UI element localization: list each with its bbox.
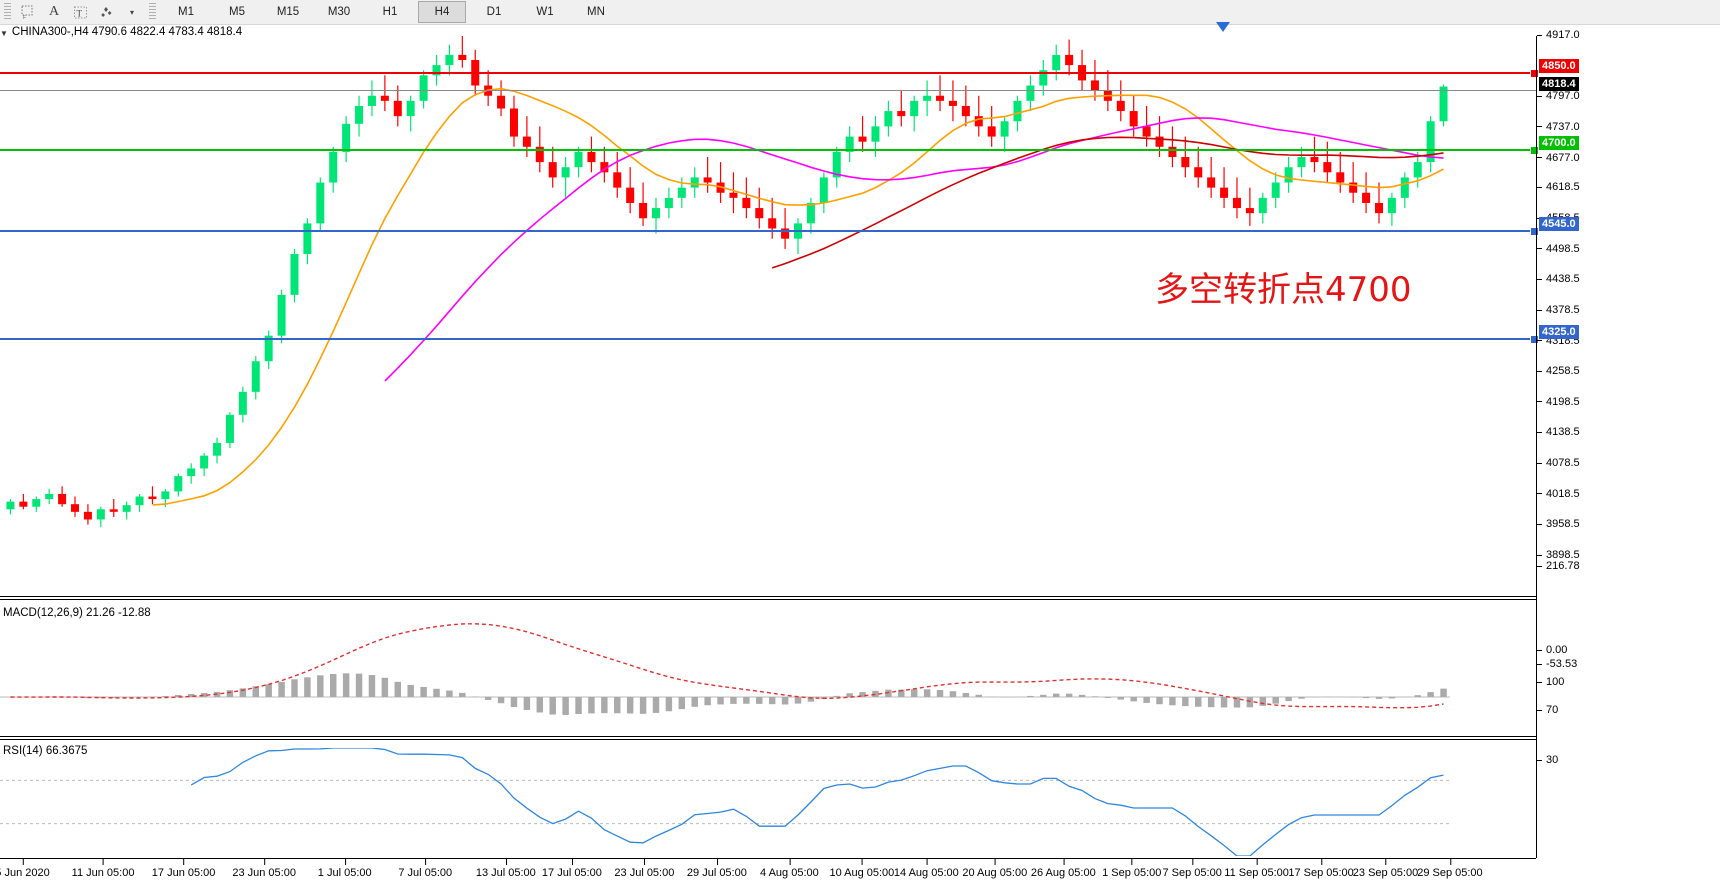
price-svg	[6, 36, 1448, 528]
rsi-tick-30: 30	[1537, 754, 1558, 766]
macd-tick-min: -53.53	[1537, 658, 1577, 670]
macd-tick-max: 216.78	[1537, 560, 1580, 572]
price-tick-4438-5: 4438.5	[1537, 273, 1580, 285]
collapse-triangle-icon[interactable]: ▼	[0, 28, 8, 38]
main-toolbar: F A T ▾ M1 M5 M15 M30 H1 H4 D1 W1 MN	[0, 0, 1720, 25]
price-tick-3958-5: 3958.5	[1537, 518, 1580, 530]
price-tick-4797-0: 4797.0	[1537, 90, 1580, 102]
timeframe-m30[interactable]: M30	[327, 6, 351, 18]
time-tick-20: 29 Sep 05:00	[1417, 858, 1483, 879]
level-line-current-4818	[0, 90, 1536, 91]
objects-icon[interactable]	[93, 1, 119, 23]
time-axis[interactable]: 5 Jun 2020 11 Jun 05:00 17 Jun 05:00 23 Jun…	[0, 858, 1536, 893]
macd-separator-top2	[0, 599, 1536, 600]
time-tick-12: 14 Aug 05:00	[894, 858, 959, 879]
time-tick-8: 23 Jul 05:00	[614, 858, 674, 879]
timeframe-m1[interactable]: M1	[178, 6, 194, 18]
time-tick-15: 1 Sep 05:00	[1102, 858, 1161, 879]
chart-annotation-text: 多空转折点4700	[1155, 270, 1412, 310]
symbol-info-bar: ▼ CHINA300-,H4 4790.6 4822.4 4783.4 4818…	[0, 26, 242, 38]
price-tick-4677-0: 4677.0	[1537, 152, 1580, 164]
time-tick-16: 7 Sep 05:00	[1162, 858, 1222, 879]
timeframe-mn[interactable]: MN	[587, 6, 605, 18]
rsi-tick-100: 100	[1537, 676, 1564, 688]
price-tick-4618-5: 4618.5	[1537, 181, 1580, 193]
time-tick-11: 10 Aug 05:00	[829, 858, 894, 879]
rsi-tick-70: 70	[1537, 704, 1558, 716]
time-tick-6: 13 Jul 05:00	[476, 858, 536, 879]
timeframe-bar: M1 M5 M15 M30 H1 H4 D1 W1 MN	[163, 1, 619, 23]
rsi-indicator-label: RSI(14) 66.3675	[3, 745, 88, 757]
time-tick-10: 4 Aug 05:00	[760, 858, 819, 879]
timeframe-grip[interactable]	[149, 3, 156, 21]
price-tick-4378-5: 4378.5	[1537, 304, 1580, 316]
crosshair-icon[interactable]: F	[15, 1, 41, 23]
timeframe-d1[interactable]: D1	[486, 6, 502, 18]
price-tick-4498-5: 4498.5	[1537, 243, 1580, 255]
time-tick-5: 7 Jul 05:00	[398, 858, 452, 879]
price-level-badge-4850[interactable]: 4850.0	[1539, 59, 1579, 73]
level-line-4545[interactable]	[0, 230, 1536, 232]
current-price-badge[interactable]: 4818.4	[1539, 77, 1579, 91]
timeframe-h4[interactable]: H4	[418, 1, 466, 23]
macd-separator-top	[0, 596, 1536, 597]
rsi-separator-top2	[0, 739, 1536, 740]
rsi-panel[interactable]	[0, 748, 1536, 856]
price-level-badge-4545[interactable]: 4545.0	[1539, 217, 1579, 231]
svg-text:F: F	[23, 15, 26, 20]
price-tick-3898-5: 3898.5	[1537, 549, 1580, 561]
toolbar-grip[interactable]	[4, 3, 11, 21]
price-tick-4258-5: 4258.5	[1537, 365, 1580, 377]
price-tick-4018-5: 4018.5	[1537, 488, 1580, 500]
timeframe-m5[interactable]: M5	[229, 6, 245, 18]
macd-panel[interactable]	[0, 612, 1536, 718]
time-tick-9: 29 Jul 05:00	[687, 858, 747, 879]
time-tick-7: 17 Jul 05:00	[542, 858, 602, 879]
symbol-ohlc-text: CHINA300-,H4 4790.6 4822.4 4783.4 4818.4	[11, 26, 243, 38]
price-tick-4917-0: 4917.0	[1537, 29, 1580, 41]
chart-position-marker-icon	[1216, 22, 1230, 32]
macd-tick-zero: 0.00	[1537, 644, 1567, 656]
text-label-icon[interactable]: A	[48, 4, 60, 19]
time-tick-13: 20 Aug 05:00	[962, 858, 1027, 879]
rsi-svg	[0, 748, 1450, 856]
timeframe-m15[interactable]: M15	[276, 6, 300, 18]
time-tick-0: 5 Jun 2020	[0, 858, 50, 879]
time-tick-1: 11 Jun 05:00	[72, 858, 134, 879]
timeframe-h1[interactable]: H1	[382, 6, 398, 18]
level-handle-4700[interactable]	[1530, 146, 1539, 155]
time-tick-17: 11 Sep 05:00	[1224, 858, 1289, 879]
macd-svg	[0, 623, 1450, 715]
price-tick-4737-0: 4737.0	[1537, 121, 1580, 133]
level-handle-4850[interactable]	[1530, 69, 1539, 78]
price-level-badge-4700[interactable]: 4700.0	[1539, 136, 1579, 150]
price-axis[interactable]: 4917.04797.04737.04677.04618.54558.54498…	[1536, 29, 1720, 858]
price-tick-4078-5: 4078.5	[1537, 457, 1580, 469]
time-tick-3: 23 Jun 05:00	[232, 858, 296, 879]
svg-text:T: T	[76, 8, 82, 18]
level-handle-4325[interactable]	[1530, 335, 1539, 344]
objects-dropdown-caret-icon[interactable]: ▾	[129, 7, 134, 17]
macd-indicator-label: MACD(12,26,9) 21.26 -12.88	[3, 607, 151, 619]
text-box-icon[interactable]: T	[67, 1, 93, 23]
time-tick-18: 17 Sep 05:00	[1288, 858, 1354, 879]
price-level-badge-4325[interactable]: 4325.0	[1539, 325, 1579, 339]
level-line-4850[interactable]	[0, 72, 1536, 74]
level-line-4700[interactable]	[0, 149, 1536, 151]
price-tick-4198-5: 4198.5	[1537, 396, 1580, 408]
time-tick-2: 17 Jun 05:00	[152, 858, 215, 879]
price-chart-panel[interactable]	[0, 36, 1539, 556]
price-tick-4138-5: 4138.5	[1537, 426, 1580, 438]
time-tick-4: 1 Jul 05:00	[318, 858, 372, 879]
level-handle-4545[interactable]	[1530, 227, 1539, 236]
rsi-separator-top	[0, 736, 1536, 737]
timeframe-w1[interactable]: W1	[536, 6, 554, 18]
level-line-4325[interactable]	[0, 338, 1536, 340]
time-tick-14: 26 Aug 05:00	[1031, 858, 1096, 879]
time-tick-19: 23 Sep 05:00	[1353, 858, 1418, 879]
